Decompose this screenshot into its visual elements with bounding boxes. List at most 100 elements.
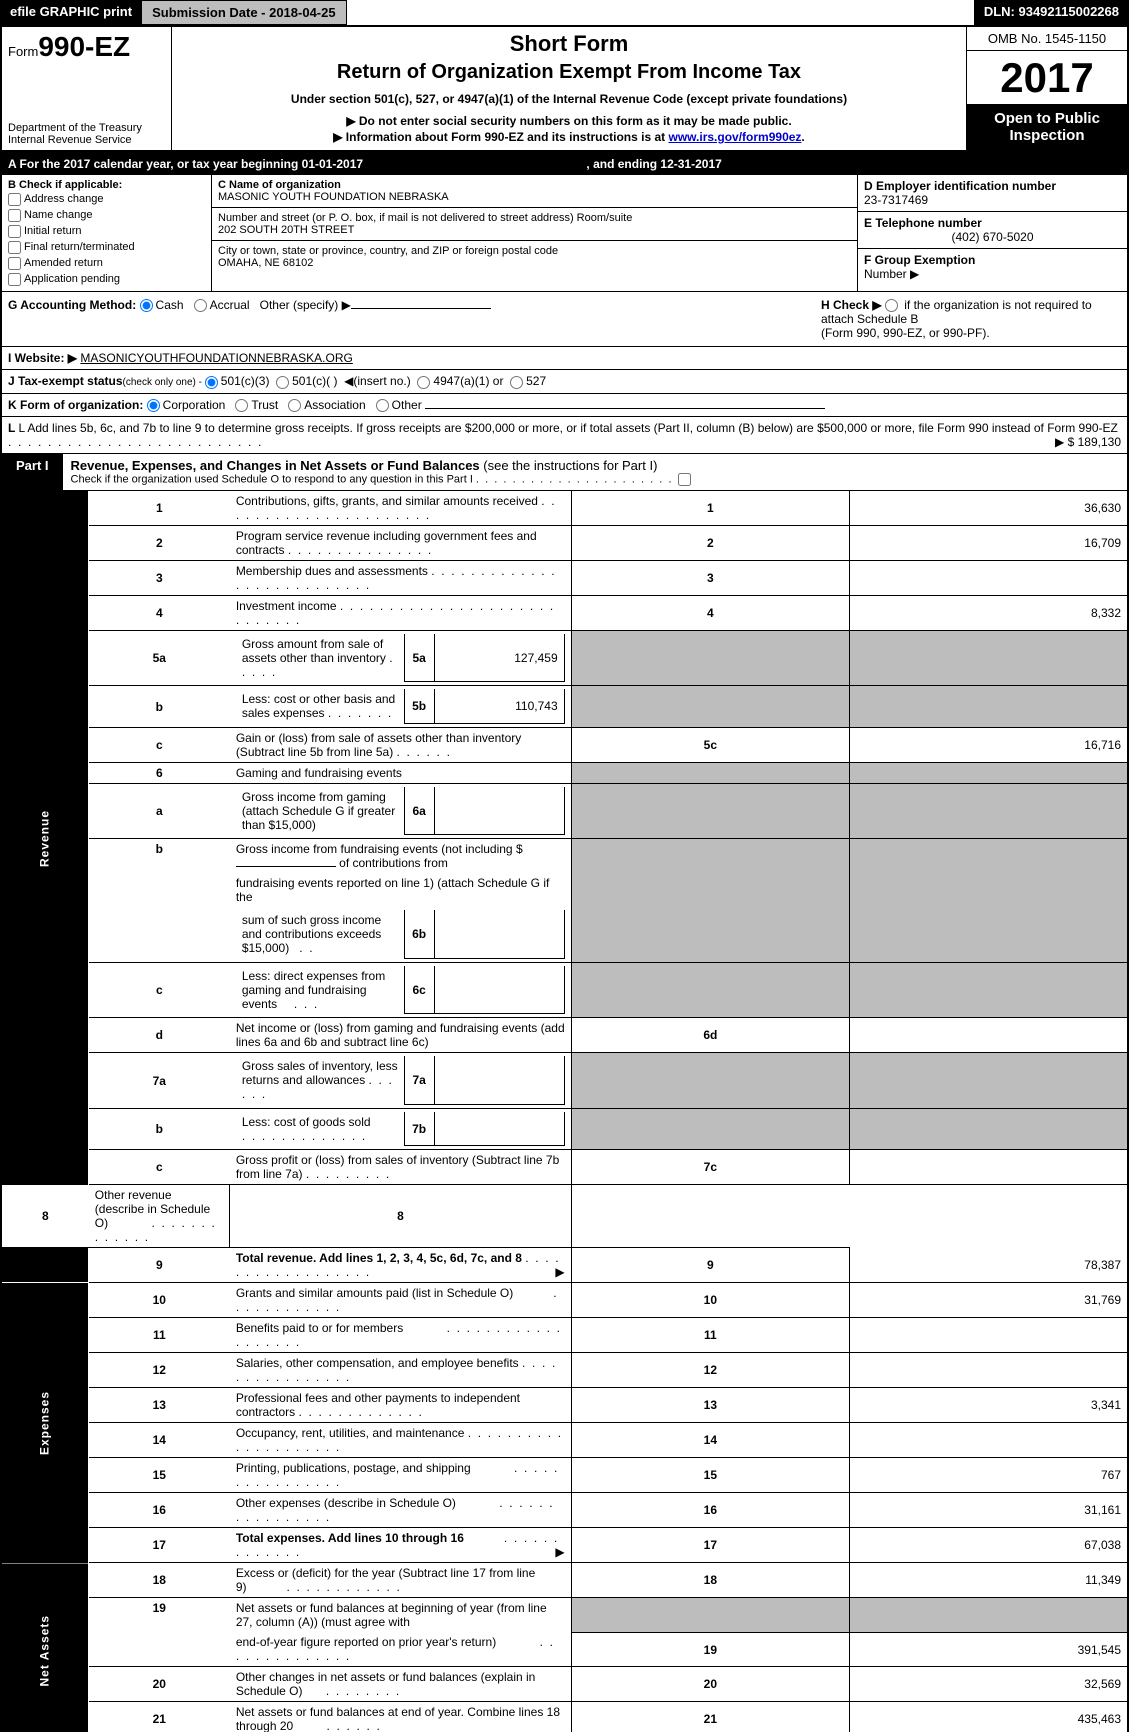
- table-row: d Net income or (loss) from gaming and f…: [1, 1018, 1128, 1053]
- line-label: 4: [571, 595, 849, 630]
- line-text: Investment income . . . . . . . . . . . …: [230, 595, 571, 630]
- trust-radio[interactable]: [235, 399, 248, 412]
- name-address-column: C Name of organization MASONIC YOUTH FOU…: [212, 175, 857, 291]
- line-text: Less: direct expenses from gaming and fu…: [230, 962, 571, 1018]
- line-label: 8: [230, 1185, 571, 1248]
- j-sub: (check only one) -: [123, 377, 205, 388]
- table-row: 6 Gaming and fundraising events: [1, 762, 1128, 783]
- street-value: 202 SOUTH 20TH STREET: [218, 224, 851, 236]
- line-amount: 78,387: [850, 1248, 1128, 1283]
- line-num: b: [89, 686, 230, 728]
- line-text: Total revenue. Add lines 1, 2, 3, 4, 5c,…: [230, 1248, 571, 1283]
- c-label: C Name of organization: [218, 179, 851, 191]
- dept-line-2: Internal Revenue Service: [8, 134, 165, 146]
- shaded-cell: [850, 630, 1128, 686]
- table-row: 3 Membership dues and assessments . . . …: [1, 560, 1128, 595]
- cash-radio[interactable]: [140, 299, 153, 312]
- line-label: 11: [571, 1318, 849, 1353]
- shaded-cell: [850, 783, 1128, 839]
- line-num: 13: [89, 1388, 230, 1423]
- calendar-year-row: A For the 2017 calendar year, or tax yea…: [0, 153, 1129, 175]
- app-pending-checkbox[interactable]: [8, 273, 21, 286]
- other-org-line: [425, 408, 825, 409]
- name-change-checkbox[interactable]: [8, 209, 21, 222]
- name-change-label: Name change: [8, 207, 205, 223]
- header-left: Form990-EZ Department of the Treasury In…: [2, 27, 172, 150]
- table-row: 17 Total expenses. Add lines 10 through …: [1, 1528, 1128, 1563]
- 4947-radio[interactable]: [417, 376, 430, 389]
- line-text: Other expenses (describe in Schedule O) …: [230, 1493, 571, 1528]
- shaded-cell: [571, 762, 849, 783]
- shaded-cell: [571, 962, 849, 1018]
- 501c-radio[interactable]: [276, 376, 289, 389]
- submission-date-button[interactable]: Submission Date - 2018-04-25: [142, 0, 347, 25]
- part1-schedule-o-checkbox[interactable]: [678, 473, 691, 486]
- line-text: Net assets or fund balances at beginning…: [230, 1598, 571, 1633]
- other-org-radio[interactable]: [376, 399, 389, 412]
- f-label2: Number ▶: [864, 267, 919, 281]
- assoc-radio[interactable]: [288, 399, 301, 412]
- corp-radio[interactable]: [147, 399, 160, 412]
- part-1-title: Revenue, Expenses, and Changes in Net As…: [63, 454, 1127, 490]
- l-text: L Add lines 5b, 6c, and 7b to line 9 to …: [18, 421, 1117, 435]
- mid-line-amount: 127,459: [434, 634, 564, 682]
- table-row: Net Assets 18 Excess or (deficit) for th…: [1, 1563, 1128, 1598]
- line-label: 16: [571, 1493, 849, 1528]
- line-label: 14: [571, 1423, 849, 1458]
- line-num: 21: [89, 1702, 230, 1732]
- line-num: 4: [89, 595, 230, 630]
- address-change-checkbox[interactable]: [8, 193, 21, 206]
- line-num: 9: [89, 1248, 230, 1283]
- line-text: Gaming and fundraising events: [230, 762, 571, 783]
- initial-return-checkbox[interactable]: [8, 225, 21, 238]
- 4947-label: 4947(a)(1) or: [433, 374, 503, 388]
- irs-link[interactable]: www.irs.gov/form990ez: [668, 130, 801, 144]
- form-header: Form990-EZ Department of the Treasury In…: [0, 25, 1129, 153]
- line-label: 18: [571, 1563, 849, 1598]
- line-num: 10: [89, 1283, 230, 1318]
- line-amount: 11,349: [850, 1563, 1128, 1598]
- group-exemption-cell: F Group Exemption Number ▶: [858, 249, 1127, 285]
- mid-line-label: 7a: [404, 1056, 434, 1104]
- city-label: City or town, state or province, country…: [218, 245, 851, 257]
- efile-print-button[interactable]: efile GRAPHIC print: [0, 0, 142, 25]
- arrow-icon: ▶: [555, 1265, 564, 1279]
- line-amount: [850, 1353, 1128, 1388]
- arrow-icon: ▶: [555, 1545, 564, 1559]
- line-num: 7a: [89, 1053, 230, 1109]
- shaded-cell: [571, 839, 849, 963]
- line-label: 7c: [571, 1150, 849, 1185]
- insert-no: ◀(insert no.): [344, 374, 411, 388]
- cash-label: Cash: [156, 298, 184, 312]
- return-title: Return of Organization Exempt From Incom…: [180, 61, 958, 84]
- amended-label: Amended return: [8, 255, 205, 271]
- corp-label: Corporation: [163, 398, 226, 412]
- table-row: 9 Total revenue. Add lines 1, 2, 3, 4, 5…: [1, 1248, 1128, 1283]
- final-return-checkbox[interactable]: [8, 241, 21, 254]
- j-label: J Tax-exempt status: [8, 374, 123, 388]
- accrual-radio[interactable]: [194, 299, 207, 312]
- dept-line-1: Department of the Treasury: [8, 122, 165, 134]
- table-row: 16 Other expenses (describe in Schedule …: [1, 1493, 1128, 1528]
- 501c3-radio[interactable]: [205, 376, 218, 389]
- line-amount: 16,709: [850, 525, 1128, 560]
- table-row: c Gain or (loss) from sale of assets oth…: [1, 727, 1128, 762]
- amended-checkbox[interactable]: [8, 257, 21, 270]
- table-row: 20 Other changes in net assets or fund b…: [1, 1667, 1128, 1702]
- table-row: 21 Net assets or fund balances at end of…: [1, 1702, 1128, 1732]
- shaded-cell: [571, 1053, 849, 1109]
- line-num: 14: [89, 1423, 230, 1458]
- table-row: Expenses 10 Grants and similar amounts p…: [1, 1283, 1128, 1318]
- line-amount: 31,161: [850, 1493, 1128, 1528]
- expenses-side-label: Expenses: [1, 1283, 89, 1563]
- h-text2: (Form 990, 990-EZ, or 990-PF).: [821, 326, 990, 340]
- part-1-title-sub: (see the instructions for Part I): [483, 458, 657, 473]
- line-num: c: [89, 727, 230, 762]
- line-amount: 767: [850, 1458, 1128, 1493]
- 527-radio[interactable]: [510, 376, 523, 389]
- line-num: c: [89, 962, 230, 1018]
- table-row: 14 Occupancy, rent, utilities, and maint…: [1, 1423, 1128, 1458]
- shaded-cell: [571, 1108, 849, 1150]
- mid-line-amount: 110,743: [434, 689, 564, 723]
- h-radio[interactable]: [885, 299, 898, 312]
